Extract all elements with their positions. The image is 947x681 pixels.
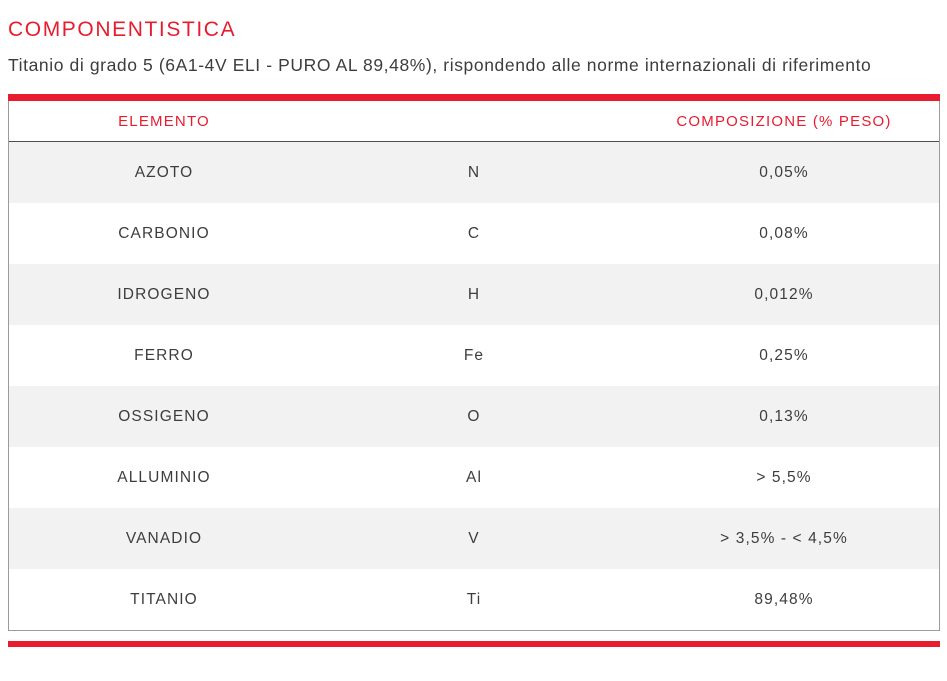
- table-row: VANADIO V > 3,5% - < 4,5%: [9, 508, 939, 569]
- element-composition: 0,13%: [759, 407, 809, 425]
- composition-table: ELEMENTO COMPOSIZIONE (% PESO) AZOTO N 0,0…: [8, 101, 940, 631]
- table-top-accent-bar: [8, 94, 940, 101]
- table-body: AZOTO N 0,05% CARBONIO C 0,08% IDROGENO H 0,012%…: [9, 142, 939, 630]
- page-title: COMPONENTISTICA: [8, 18, 237, 41]
- element-symbol: C: [467, 224, 481, 242]
- element-composition: 0,08%: [759, 224, 809, 242]
- element-name: OSSIGENO: [118, 407, 210, 425]
- element-composition: 0,05%: [759, 163, 809, 181]
- element-symbol: N: [467, 163, 481, 181]
- table-row: CARBONIO C 0,08%: [9, 203, 939, 264]
- element-name: TITANIO: [130, 590, 198, 608]
- element-symbol: H: [467, 285, 481, 303]
- element-composition: > 3,5% - < 4,5%: [720, 529, 848, 547]
- element-symbol: O: [467, 407, 481, 425]
- column-header-composizione: COMPOSIZIONE (% PESO): [676, 112, 892, 130]
- element-symbol: Ti: [466, 590, 482, 608]
- element-name: AZOTO: [134, 163, 194, 181]
- table-row: AZOTO N 0,05%: [9, 142, 939, 203]
- page-bottom-accent-bar: [8, 641, 940, 647]
- table-row: IDROGENO H 0,012%: [9, 264, 939, 325]
- element-symbol: V: [468, 529, 480, 547]
- table-row: TITANIO Ti 89,48%: [9, 569, 939, 630]
- element-name: CARBONIO: [118, 224, 210, 242]
- element-composition: 0,25%: [759, 346, 809, 364]
- element-composition: 0,012%: [754, 285, 814, 303]
- element-composition: > 5,5%: [756, 468, 812, 486]
- page-subtitle: Titanio di grado 5 (6A1-4V ELI - PURO AL…: [8, 55, 872, 75]
- element-name: VANADIO: [125, 529, 203, 547]
- table-row: ALLUMINIO Al > 5,5%: [9, 447, 939, 508]
- table-header-row: ELEMENTO COMPOSIZIONE (% PESO): [9, 101, 939, 142]
- column-header-elemento: ELEMENTO: [118, 112, 210, 130]
- element-symbol: Fe: [463, 346, 485, 364]
- element-composition: 89,48%: [754, 590, 814, 608]
- table-row: OSSIGENO O 0,13%: [9, 386, 939, 447]
- element-name: FERRO: [134, 346, 194, 364]
- table-row: FERRO Fe 0,25%: [9, 325, 939, 386]
- element-symbol: Al: [466, 468, 482, 486]
- element-name: ALLUMINIO: [117, 468, 211, 486]
- element-name: IDROGENO: [117, 285, 211, 303]
